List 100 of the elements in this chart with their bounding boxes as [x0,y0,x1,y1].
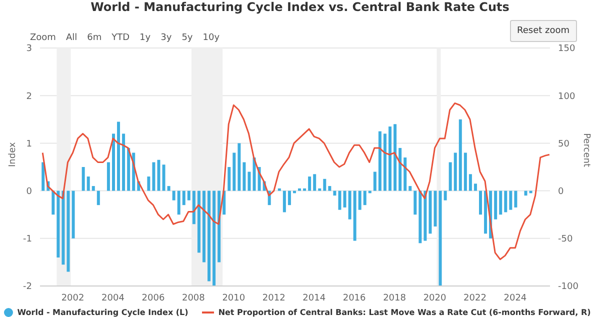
bar [112,134,115,191]
y2-tick-label: 0 [558,186,564,197]
text: All [66,33,78,43]
x-tick-label: 2004 [102,293,125,304]
y2-tick-label: 150 [558,44,576,54]
bar [122,134,126,191]
bar [444,190,447,200]
bar [318,188,322,191]
x-tick-label: 2006 [142,293,165,304]
bar [127,148,130,191]
bar [398,148,402,191]
bar [167,186,170,191]
bar [282,190,286,212]
bar [418,190,422,244]
chart-title: World - Manufacturing Cycle Index vs. Central Bank Rate Cuts [90,0,510,14]
bar [228,167,231,191]
bar [454,152,457,191]
text: Zoom [30,33,56,43]
bar [373,172,376,191]
bar [363,190,366,206]
bar [62,190,65,265]
bar [66,190,70,272]
y-tick-label: 3 [26,44,32,54]
bar [353,190,356,241]
bar [388,126,392,191]
text: 6m [87,33,102,43]
bar [42,162,45,191]
y2-tick-label: -50 [558,234,573,245]
bar [238,143,241,191]
bar [383,134,386,191]
bar [56,190,60,258]
x-tick-label: 2020 [423,293,446,304]
legend-label: World - Manufacturing Cycle Index (L) [16,308,188,317]
bar [499,190,502,215]
bar [323,178,326,191]
x-tick-label: 2010 [222,293,246,304]
bar [172,190,176,200]
bar [509,190,512,210]
bar [343,190,346,208]
x-tick-label: 2018 [383,293,406,304]
bar [197,190,200,253]
x-tick-label: 2008 [182,293,206,304]
bar [177,190,180,215]
bar [308,176,312,191]
bar [328,186,332,191]
bar [448,162,452,191]
bar [333,190,336,196]
bar [232,152,236,191]
bar [464,152,467,191]
bar [162,164,166,191]
x-tick-label: 2002 [61,293,84,304]
x-tick-label: 2016 [342,293,366,304]
x-tick-label: 2012 [262,293,286,304]
bar [424,190,427,241]
bar [434,190,437,226]
text: 10y [202,33,220,43]
x-tick-label: 2014 [302,293,326,304]
y2-axis-title: Percent [580,133,591,168]
y-tick-label: -1 [23,234,32,245]
y-axis-title: Index [8,142,18,167]
bar [278,188,281,191]
x-tick-label: 2022 [464,293,486,304]
bar [147,176,150,191]
bar [92,186,95,191]
bar [82,167,85,191]
text: Reset zoom [510,20,577,42]
bar [288,190,291,206]
bar [494,190,498,220]
bar [303,188,306,191]
bar [86,176,90,191]
bar [468,174,472,191]
bar [252,157,256,191]
bar [414,190,417,215]
bar [348,190,352,220]
bar [378,131,382,191]
bar [202,190,206,262]
y-tick-label: 2 [26,92,32,102]
bar [192,190,196,224]
bar [298,188,302,191]
bar [394,124,397,191]
bar [157,160,160,191]
y-tick-label: 0 [26,186,32,197]
bar [248,172,251,191]
y-tick-label: 1 [26,139,32,150]
bar [338,190,342,210]
bar [152,162,156,191]
line-series [42,102,550,260]
y2-tick-label: 100 [558,92,576,102]
bar [106,162,110,191]
bar [96,190,100,206]
bar [474,184,477,191]
text: YTD [112,33,130,43]
x-tick-label: 2024 [504,293,527,304]
bar [504,190,508,212]
bar [479,190,482,215]
bar [212,190,216,286]
bar [187,190,190,200]
bar [313,174,316,191]
bar [404,157,407,191]
bar [484,190,488,234]
